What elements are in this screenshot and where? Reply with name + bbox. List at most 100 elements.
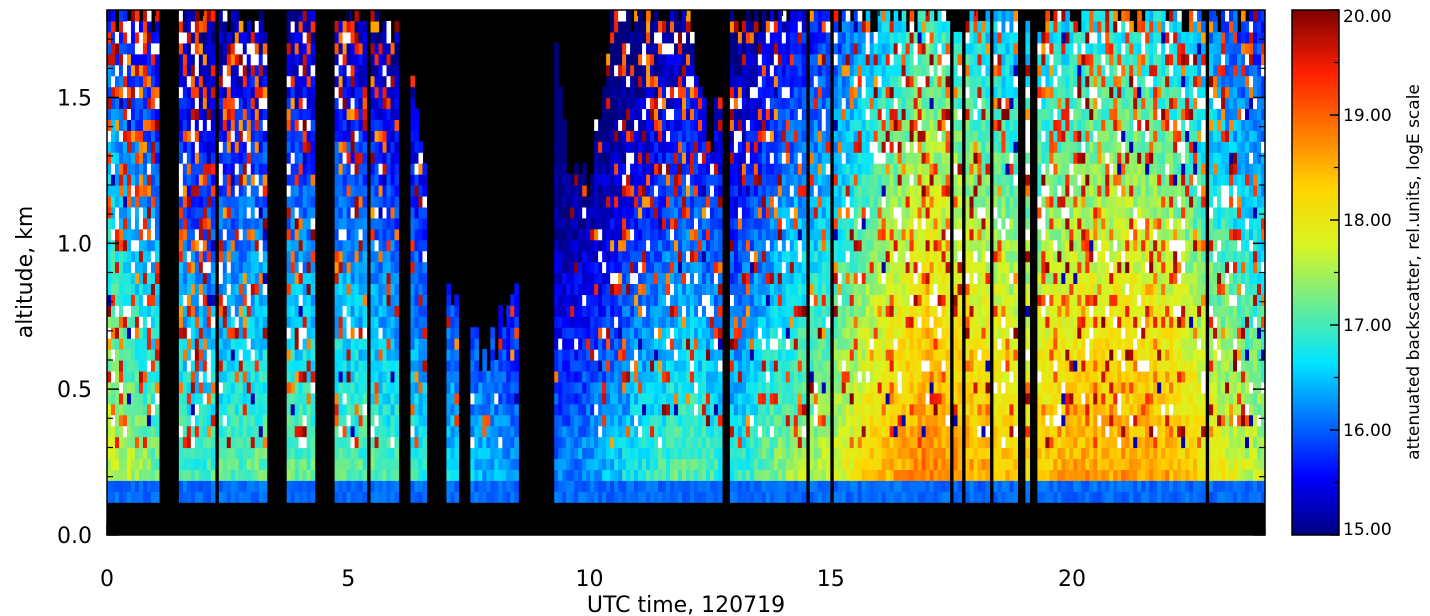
heatmap-cell	[590, 261, 595, 274]
heatmap-cell	[757, 217, 763, 230]
heatmap-cell	[697, 338, 703, 350]
heatmap-cell	[642, 436, 647, 449]
heatmap-cell	[729, 305, 735, 317]
heatmap-cell	[662, 20, 667, 33]
heatmap-cell	[654, 392, 659, 405]
heatmap-cell	[342, 239, 348, 252]
heatmap-cell	[626, 141, 631, 153]
heatmap-cell	[334, 185, 340, 197]
heatmap-cell	[390, 119, 396, 131]
heatmap-cell	[370, 130, 376, 142]
heatmap-cell	[338, 425, 344, 438]
heatmap-cell	[602, 250, 607, 263]
heatmap-cell	[378, 239, 384, 252]
heatmap-cell	[146, 327, 152, 339]
heatmap-cell	[586, 327, 591, 339]
heatmap-cell	[294, 305, 300, 317]
heatmap-cell	[642, 458, 647, 470]
heatmap-cell	[310, 425, 316, 438]
heatmap-cell	[594, 392, 599, 405]
heatmap-cell	[374, 42, 380, 55]
heatmap-cell	[741, 370, 747, 383]
heatmap-cell	[382, 327, 388, 339]
heatmap-cell	[250, 425, 256, 438]
heatmap-cell	[118, 206, 124, 219]
heatmap-cell	[306, 403, 312, 416]
heatmap-cell	[418, 283, 424, 295]
heatmap-cell	[222, 458, 228, 470]
heatmap-cell	[390, 206, 396, 219]
heatmap-cell	[682, 403, 687, 416]
heatmap-cell	[358, 130, 364, 142]
heatmap-cell	[346, 392, 352, 405]
heatmap-cell	[753, 174, 759, 186]
heatmap-cell	[302, 403, 308, 416]
heatmap-cell	[674, 349, 679, 361]
heatmap-cell	[554, 436, 559, 449]
heatmap-cell	[474, 349, 479, 361]
heatmap-cell	[110, 195, 116, 208]
heatmap-cell	[262, 86, 268, 99]
heatmap-cell	[186, 53, 192, 66]
heatmap-cell	[729, 458, 735, 470]
heatmap-cell	[745, 316, 751, 328]
heatmap-cell	[334, 141, 340, 153]
heatmap-cell	[578, 480, 583, 492]
heatmap-cell	[554, 53, 559, 66]
heatmap-cell	[350, 53, 356, 66]
heatmap-cell	[562, 250, 567, 263]
heatmap-cell	[242, 403, 248, 416]
heatmap-cell	[182, 414, 188, 427]
heatmap-cell	[198, 447, 204, 460]
heatmap-cell	[745, 195, 751, 208]
heatmap-cell	[737, 381, 743, 394]
heatmap-cell	[302, 31, 308, 44]
heatmap-cell	[206, 42, 212, 55]
heatmap-cell	[294, 316, 300, 328]
heatmap-cell	[414, 108, 420, 120]
heatmap-column	[350, 20, 356, 503]
heatmap-cell	[757, 491, 763, 503]
heatmap-cell	[206, 261, 212, 274]
heatmap-cell	[658, 491, 663, 503]
heatmap-cell	[418, 250, 424, 263]
heatmap-cell	[614, 10, 619, 22]
heatmap-cell	[598, 436, 603, 449]
heatmap-column	[610, 10, 615, 503]
heatmap-cell	[246, 305, 252, 317]
heatmap-cell	[122, 436, 128, 449]
heatmap-cell	[634, 261, 639, 274]
heatmap-cell	[586, 392, 591, 405]
heatmap-cell	[202, 447, 208, 460]
heatmap-cell	[666, 75, 671, 88]
heatmap-cell	[342, 338, 348, 350]
heatmap-cell	[741, 305, 747, 317]
heatmap-cell	[338, 261, 344, 274]
heatmap-cell	[230, 228, 236, 241]
heatmap-cell	[717, 163, 723, 175]
heatmap-column	[194, 10, 200, 503]
heatmap-cell	[394, 86, 400, 99]
heatmap-cell	[418, 392, 424, 405]
heatmap-cell	[334, 381, 340, 394]
heatmap-cell	[753, 217, 759, 230]
heatmap-cell	[390, 42, 396, 55]
heatmap-cell	[194, 349, 200, 361]
heatmap-cell	[638, 425, 643, 438]
heatmap-cell	[154, 75, 160, 88]
heatmap-cell	[586, 217, 591, 230]
heatmap-cell	[422, 239, 428, 252]
heatmap-cell	[614, 174, 619, 186]
heatmap-column	[729, 10, 735, 503]
heatmap-cell	[238, 294, 244, 306]
heatmap-cell	[386, 42, 392, 55]
heatmap-cell	[414, 316, 420, 328]
heatmap-cell	[678, 261, 683, 274]
heatmap-cell	[350, 86, 356, 99]
heatmap-cell	[262, 206, 268, 219]
heatmap-cell	[178, 392, 184, 405]
heatmap-cell	[745, 436, 751, 449]
heatmap-cell	[194, 53, 200, 66]
heatmap-cell	[186, 294, 192, 306]
heatmap-cell	[570, 370, 575, 383]
